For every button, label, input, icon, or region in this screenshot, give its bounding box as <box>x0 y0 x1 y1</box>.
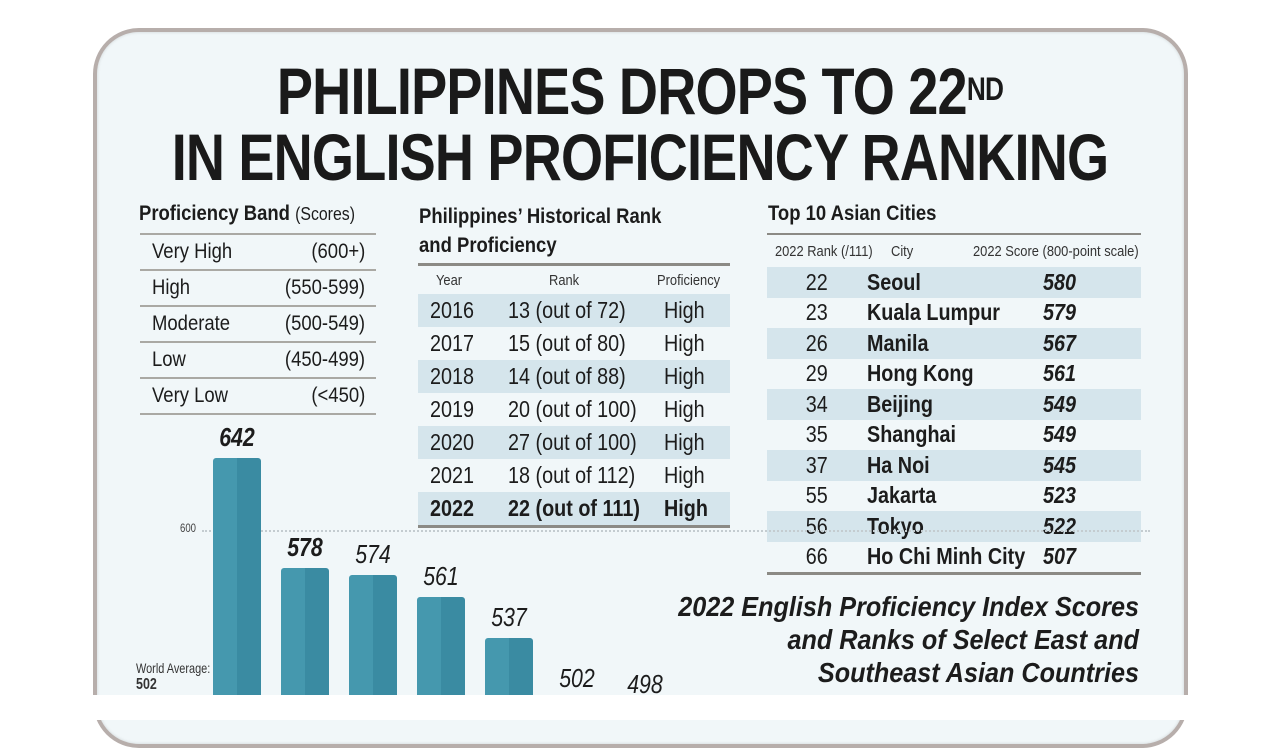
band-row: Very Low (<450) <box>140 377 376 415</box>
cities-title: Top 10 Asian Cities <box>768 202 937 225</box>
band-row: Low (450-499) <box>140 341 376 377</box>
bar-value-label: 561 <box>423 561 459 592</box>
city-row: 26 Manila 567 <box>767 328 1141 359</box>
gridline-600 <box>202 530 1150 532</box>
city-row: 23 Kuala Lumpur 579 <box>805 299 1077 326</box>
cities-header: 2022 Rank (/111) City 2022 Score (800-po… <box>774 242 1139 260</box>
history-header: Year Rank Proficiency <box>436 271 720 289</box>
bar <box>349 574 397 700</box>
proficiency-band-table: Very High (600+) High (550-599) Moderate (5… <box>140 233 376 415</box>
city-row: 37 Ha Noi 545 <box>767 450 1141 481</box>
history-row-current: 2022 22 (out of 111) High <box>418 492 730 525</box>
city-row: 34 Beijing 549 <box>767 389 1141 420</box>
city-row: 22 Seoul 580 <box>767 267 1141 298</box>
bar <box>213 457 261 700</box>
chart-title: 2022 English Proficiency Index Scores and… <box>678 591 1139 688</box>
bar-value-label: 502 <box>559 662 595 693</box>
history-title: Philippines’ Historical Rank and Proficie… <box>419 205 662 257</box>
bar-value-label: 642 <box>219 421 255 452</box>
bar-value-label: 498 <box>627 669 663 700</box>
cities-bottom-rule <box>767 572 1141 575</box>
world-average-label: World Average: 502 <box>136 660 211 693</box>
history-row: 2017 15 (out of 80) High <box>430 330 705 356</box>
headline-line-2: IN ENGLISH PROFICIENCY RANKING <box>171 120 1109 194</box>
band-row: High (550-599) <box>140 269 376 305</box>
city-row: 66 Ho Chi Minh City 507 <box>805 543 1077 570</box>
history-row: 2019 20 (out of 100) High <box>430 396 705 422</box>
bar-value-label: 578 <box>287 531 323 562</box>
y-tick-600: 600 <box>180 521 197 535</box>
bottom-crop <box>0 695 1280 720</box>
bar-value-label: 537 <box>491 602 527 633</box>
cities-table: 2022 Rank (/111) City 2022 Score (800-po… <box>767 233 1141 575</box>
headline-line-1: PHILIPPINES DROPS TO 22ND <box>276 54 1004 128</box>
history-row: 2020 27 (out of 100) High <box>418 426 730 459</box>
history-row: 2016 13 (out of 72) High <box>418 294 730 327</box>
bar <box>485 638 533 700</box>
city-row: 29 Hong Kong 561 <box>805 360 1077 387</box>
history-bottom-rule <box>418 525 730 528</box>
headline-superscript: ND <box>966 71 1004 107</box>
bar <box>281 567 329 700</box>
city-row: 35 Shanghai 549 <box>805 421 1077 448</box>
bar-value-label: 574 <box>355 538 391 569</box>
band-row: Moderate (500-549) <box>140 305 376 341</box>
band-row: Very High (600+) <box>140 233 376 269</box>
history-row: 2021 18 (out of 112) High <box>430 462 705 488</box>
proficiency-band-title: Proficiency Band (Scores) <box>139 202 355 225</box>
city-row: 56 Tokyo 522 <box>767 511 1141 542</box>
history-row: 2018 14 (out of 88) High <box>418 360 730 393</box>
history-table: Year Rank Proficiency 2016 13 (out of 72)… <box>418 263 730 528</box>
city-row: 55 Jakarta 523 <box>805 482 1077 509</box>
bar <box>417 597 465 700</box>
